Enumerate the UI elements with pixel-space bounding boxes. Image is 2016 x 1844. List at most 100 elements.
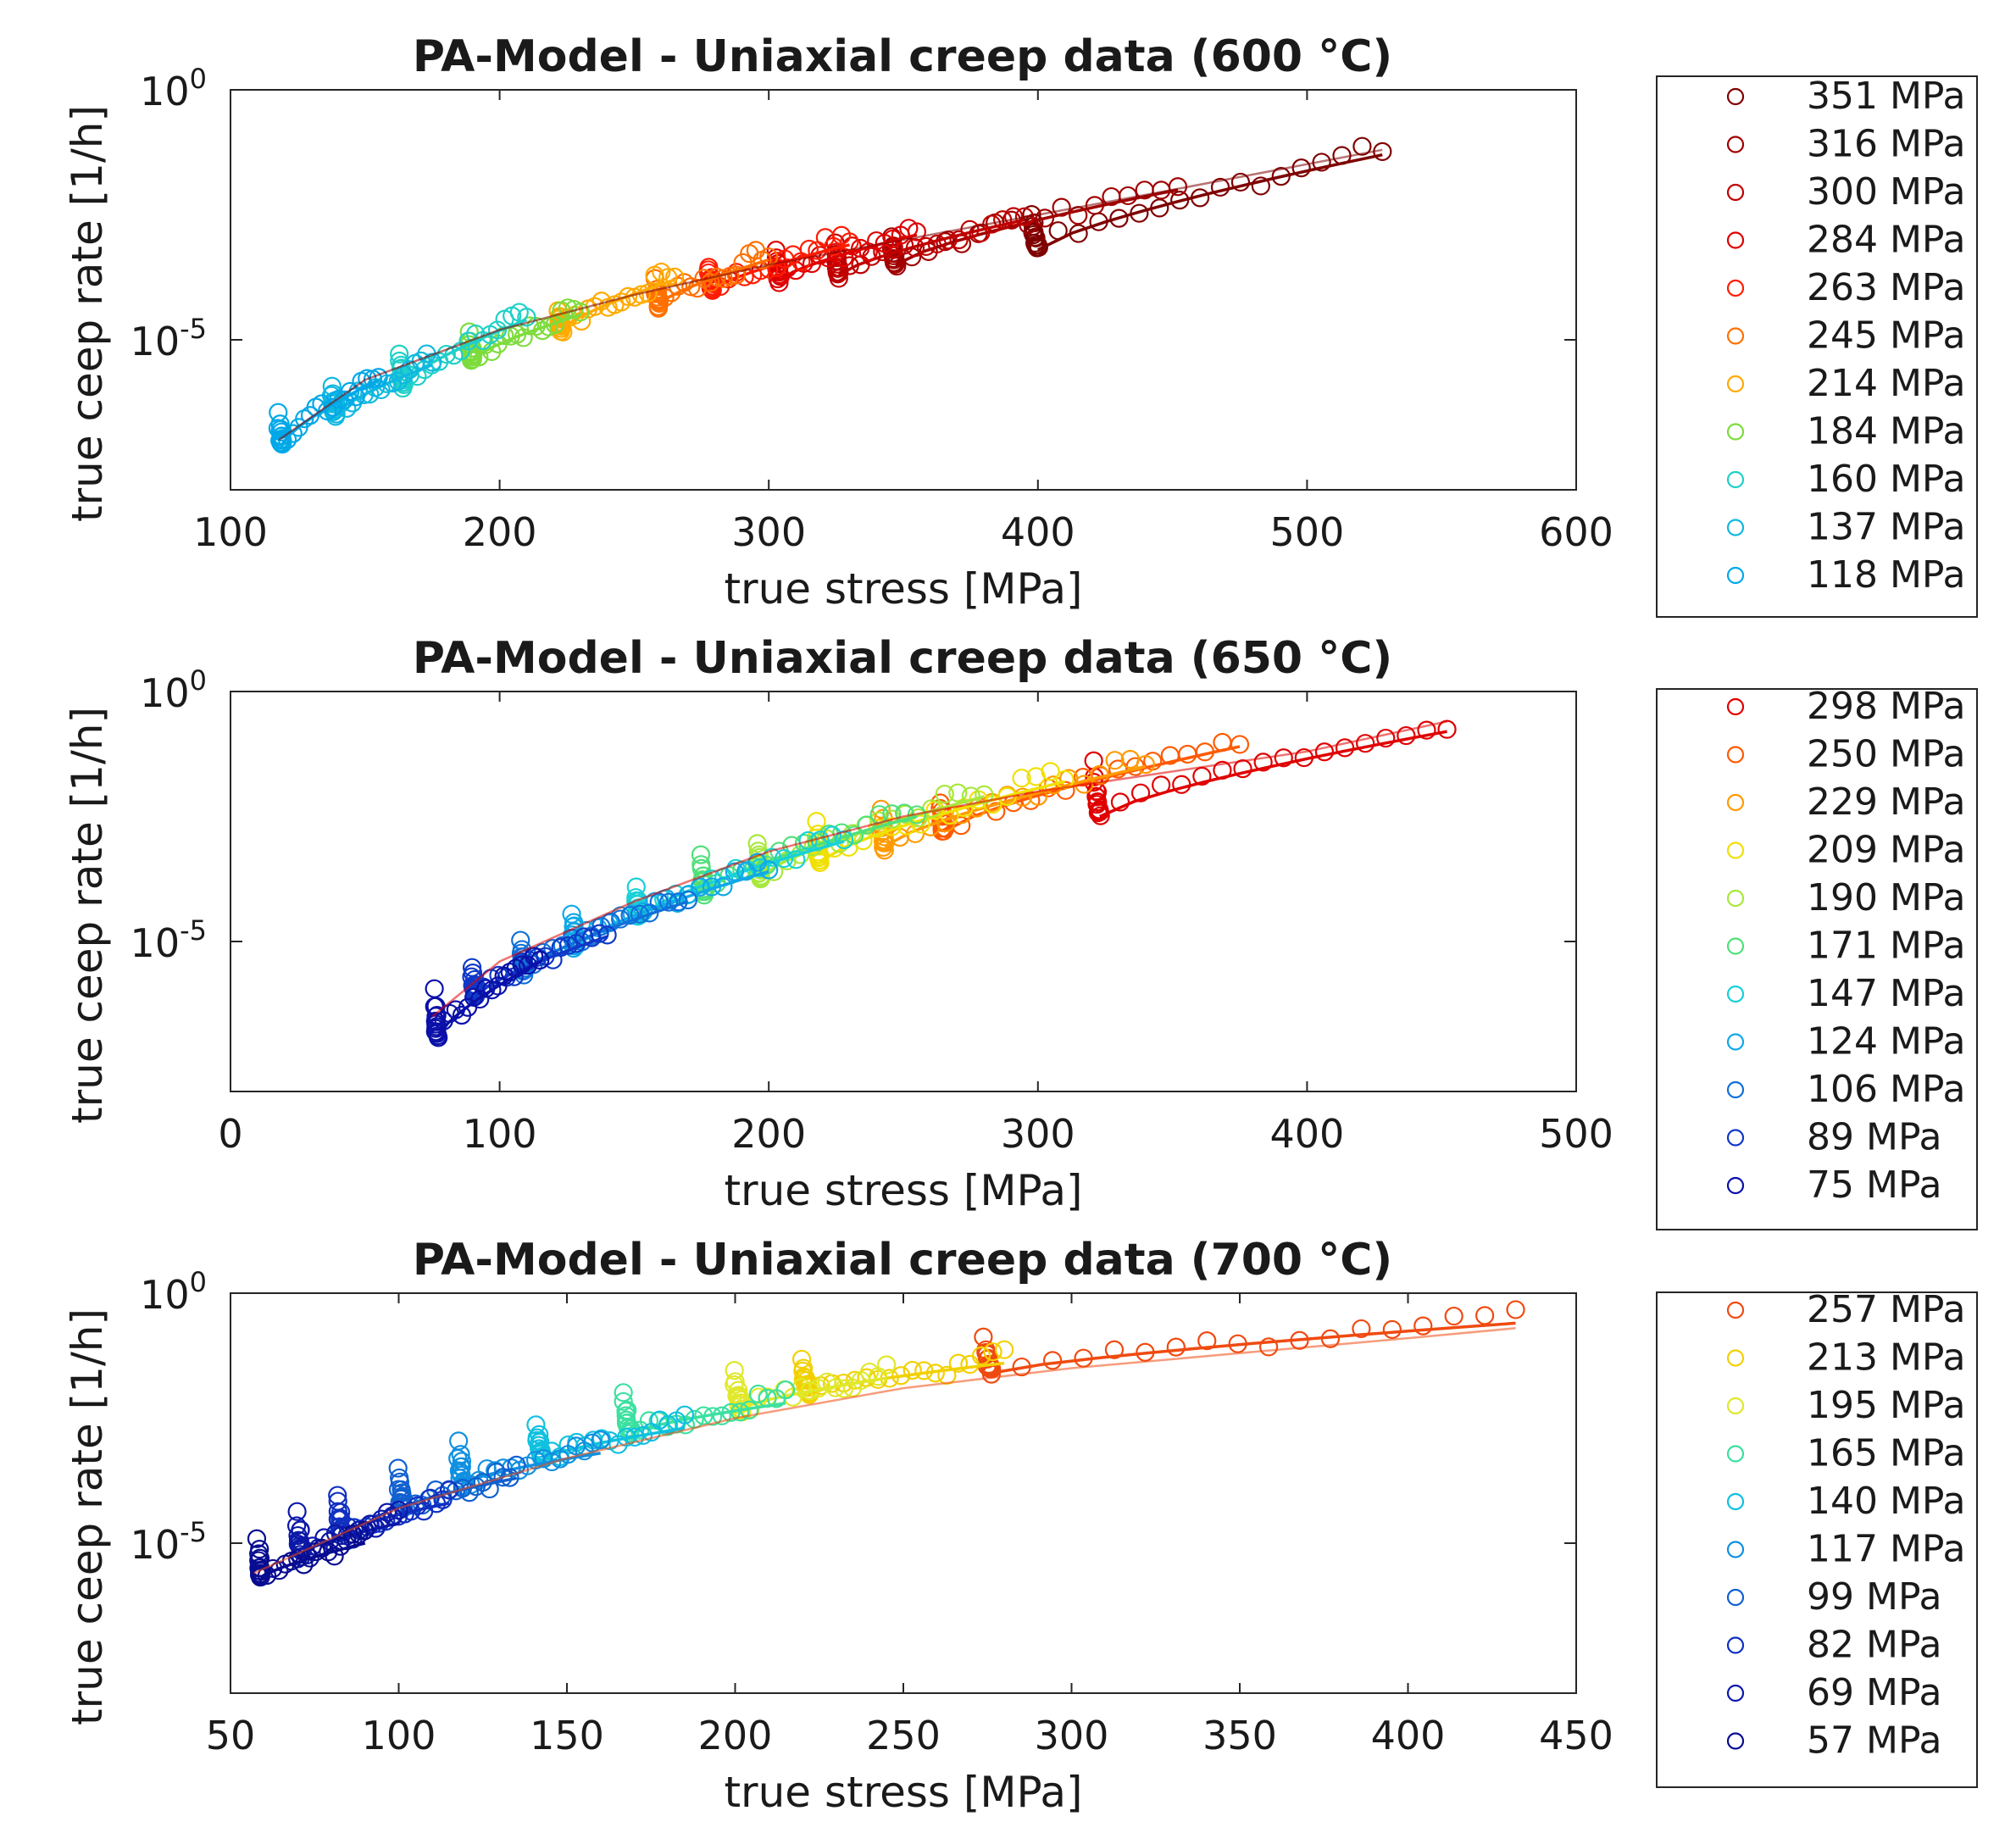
data-point [591,1430,610,1450]
legend-label: 284 MPa [1807,219,1965,262]
data-point [1271,166,1291,186]
y-axis-label: true ceep rate [1/h] [63,707,112,1124]
data-point [388,1458,408,1478]
legend-label: 165 MPa [1807,1432,1965,1475]
series-351-mpa [1022,136,1392,258]
data-point [1335,738,1355,758]
y-tick-base: 10 [140,1272,190,1318]
x-tick-label: 400 [1001,509,1075,555]
legend-marker [1726,1492,1745,1511]
model-envelope-line [278,148,1383,442]
legend-label: 99 MPa [1807,1575,1941,1619]
model-line [334,363,433,416]
data-point [725,1361,744,1380]
data-point [1397,725,1416,746]
model-line [741,1376,887,1410]
data-point [614,1391,633,1411]
legend-marker [1726,1349,1745,1367]
data-point [597,925,617,945]
legend-box [1656,75,1978,618]
x-ticks: 100 200 300 400 500 600 [193,90,1613,555]
legend-marker [1726,841,1745,859]
data-point [725,1375,744,1395]
data-point [1042,1351,1063,1370]
legend-label: 316 MPa [1807,123,1965,166]
legend-marker [1726,746,1745,764]
panel-title: PA-Model - Uniaxial creep data (700 °C) [413,1235,1392,1286]
data-point [614,1383,633,1402]
y-tick-exponent: 0 [190,664,207,697]
data-point [736,862,756,881]
data-point [857,815,876,835]
model-line [990,1321,1516,1375]
legend-box [1656,688,1978,1230]
legend-label: 75 MPa [1807,1164,1941,1207]
data-point [519,316,540,336]
data-point [1437,719,1457,739]
y-tick-exponent: -5 [180,914,207,947]
data-point [1274,748,1293,768]
data-point [895,803,914,823]
x-tick-label: 200 [698,1713,773,1758]
series-118-mpa [268,368,388,454]
y-tick-label: 100 [140,1266,207,1318]
data-point [402,1502,421,1521]
data-point [1044,775,1064,795]
legend-label: 106 MPa [1807,1068,1965,1111]
data-point [325,1547,344,1566]
legend-label: 147 MPa [1807,972,1965,1015]
y-tick-base: 10 [140,670,190,716]
y-tick-base: 10 [131,319,180,364]
data-point [488,976,508,996]
legend-marker [1726,183,1745,202]
data-point [994,1340,1014,1359]
legend-marker [1726,375,1745,393]
data-layer [247,1300,1525,1587]
model-line [259,1541,366,1580]
model-line [1037,153,1383,252]
data-point [1251,176,1270,196]
data-point [834,1379,854,1398]
legend-label: 124 MPa [1807,1020,1965,1064]
data-point [482,980,502,1000]
legend-label: 351 MPa [1807,75,1965,118]
legend-marker [1726,697,1745,716]
data-point [975,785,994,804]
legend-marker [1726,1732,1745,1750]
panel-650c: PA-Model - Uniaxial creep data (650 °C) … [63,633,1978,1230]
data-point [659,892,679,912]
data-point [426,1014,446,1034]
data-point [1109,208,1129,228]
x-axis-label: true stress [MPa] [724,564,1082,614]
legend-marker [1726,985,1745,1003]
panel-600c: PA-Model - Uniaxial creep data (600 °C) … [63,31,1978,618]
legend-label: 263 MPa [1807,266,1965,309]
legend-label: 245 MPa [1807,314,1965,358]
x-tick-label: 350 [1202,1713,1277,1758]
legend-marker [1726,327,1745,345]
data-point [681,277,701,297]
model-line [436,960,541,1038]
legend-marker [1726,1176,1745,1195]
legend-label: 300 MPa [1807,170,1965,214]
x-tick-label: 300 [1035,1713,1109,1758]
data-point [640,903,659,923]
x-tick-label: 100 [463,1111,537,1157]
x-tick-label: 600 [1539,509,1613,555]
y-tick-label: 100 [140,664,207,716]
data-point [1253,753,1273,772]
data-point [948,783,968,803]
legend-label: 250 MPa [1807,733,1965,776]
legend-marker [1726,1033,1745,1051]
data-point [486,1462,506,1482]
legend-label: 117 MPa [1807,1528,1965,1571]
data-point [366,1519,386,1538]
legend-label: 190 MPa [1807,876,1965,919]
data-point [886,254,905,274]
x-tick-label: 300 [731,509,806,555]
legend-marker [1726,1541,1745,1558]
model-line [1099,730,1447,819]
data-point [974,1327,993,1347]
